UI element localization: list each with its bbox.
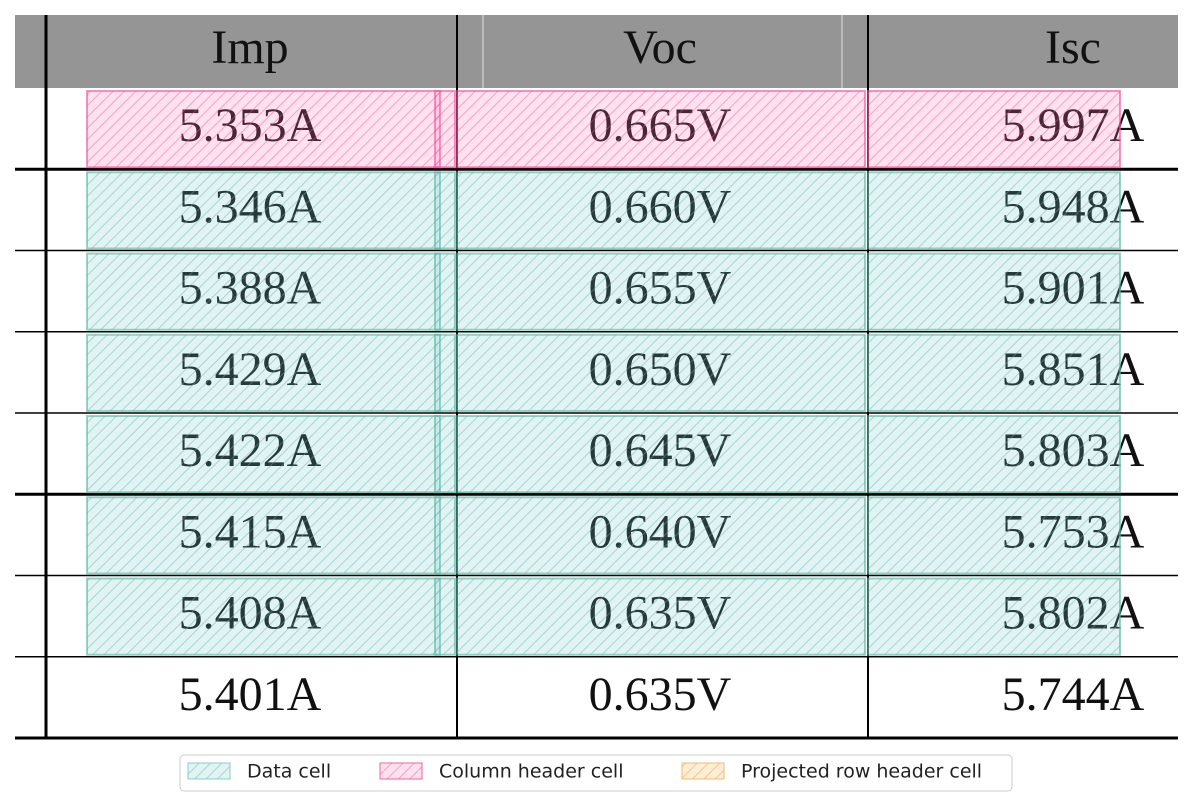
column-header: Isc [1045,21,1101,74]
data-cell-overlay [86,496,441,575]
data-cell-overlay [456,171,866,250]
legend-swatch [379,762,423,780]
data-cell-overlay [867,252,1121,331]
column-header: Voc [623,21,697,74]
data-cell-overlay [456,252,866,331]
data-cell-overlay [434,333,456,412]
cell: 5.744A [1002,668,1145,721]
cell: 0.635V [589,668,732,721]
column-header-overlay [434,90,456,169]
data-cell-overlay [434,415,456,494]
data-cell-overlay [434,577,456,656]
legend-swatch [681,762,725,780]
data-cell-overlay [434,171,456,250]
data-cell-overlay [86,577,441,656]
data-cell-overlay [456,577,866,656]
column-header-overlay [456,90,866,169]
data-cell-overlay [456,496,866,575]
data-cell-overlay [434,496,456,575]
data-cell-overlay [867,496,1121,575]
column-header: Imp [211,21,288,74]
data-cell-overlay [434,252,456,331]
cell: 5.401A [179,668,322,721]
data-cell-overlay [867,415,1121,494]
data-cell-overlay [86,171,441,250]
column-header-overlay [86,90,441,169]
legend-swatch [187,762,231,780]
header-bg [15,15,1178,88]
legend-label: Column header cell [439,761,623,783]
data-cell-overlay [456,415,866,494]
data-cell-overlay [86,252,441,331]
data-cell-overlay [867,333,1121,412]
column-header-overlay [867,90,1121,169]
data-cell-overlay [867,577,1121,656]
legend-label: Data cell [247,761,331,783]
data-cell-overlay [86,415,441,494]
data-cell-overlay [86,333,441,412]
data-cell-overlay [867,171,1121,250]
data-cell-overlay [456,333,866,412]
legend-label: Projected row header cell [741,761,982,783]
